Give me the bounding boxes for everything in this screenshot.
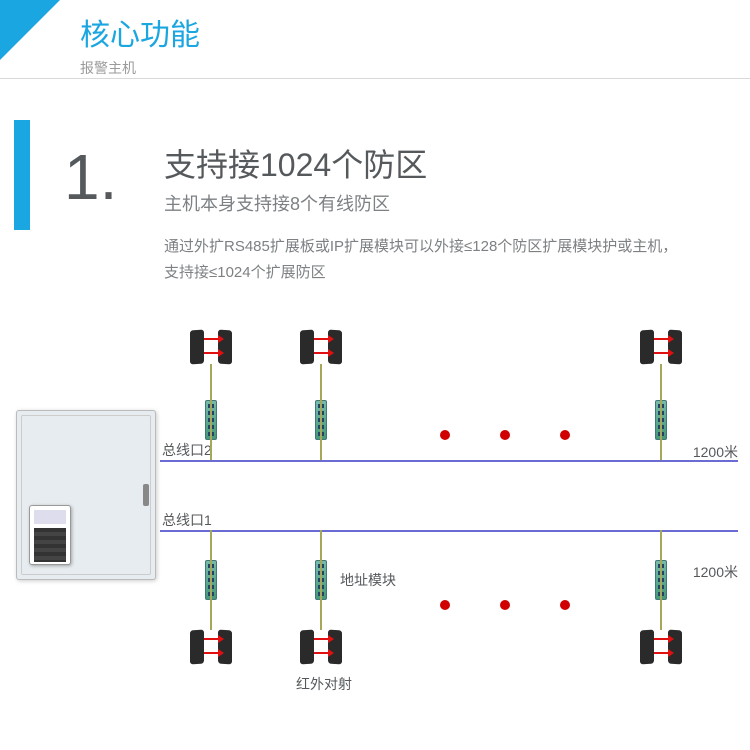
bus-label: 总线口2 <box>162 440 212 460</box>
feature-desc-line: 支持接≤1024个扩展防区 <box>164 260 730 286</box>
ir-sensor <box>190 330 204 365</box>
beam-arrow <box>314 652 332 654</box>
beam-arrow <box>654 352 672 354</box>
ellipsis-dot <box>500 430 510 440</box>
bus-line-1 <box>160 530 738 532</box>
ellipsis-dot <box>560 600 570 610</box>
ellipsis-dot <box>560 430 570 440</box>
ellipsis-dot <box>440 600 450 610</box>
beam-arrow <box>654 338 672 340</box>
ir-sensor <box>640 630 654 665</box>
feature-number: 1. <box>64 140 117 214</box>
ellipsis-dot <box>500 600 510 610</box>
feature-title: 支持接1024个防区 <box>164 140 730 186</box>
alarm-panel <box>16 410 156 580</box>
header-rule <box>0 78 750 79</box>
ir-sensor <box>640 330 654 365</box>
header-triangle <box>0 0 60 60</box>
header: 核心功能 报警主机 <box>0 0 750 80</box>
link-line <box>660 530 662 630</box>
link-line <box>320 530 322 630</box>
beam-arrow <box>654 652 672 654</box>
feature-desc-line: 通过外扩RS485扩展板或IP扩展模块可以外接≤128个防区扩展模块护或主机， <box>164 234 730 260</box>
sidebar-accent <box>14 120 30 230</box>
bus-line-2 <box>160 460 738 462</box>
module-label: 地址模块 <box>340 570 396 590</box>
beam-arrow <box>654 638 672 640</box>
ellipsis-dot <box>440 430 450 440</box>
link-line <box>210 364 212 460</box>
beam-arrow <box>314 352 332 354</box>
page-title: 核心功能 <box>80 10 200 54</box>
topology-diagram: 总线口2总线口11200米1200米地址模块红外对射 <box>0 330 750 750</box>
keypad-icon <box>29 505 71 565</box>
feature-block: 1. 支持接1024个防区 主机本身支持接8个有线防区 通过外扩RS485扩展板… <box>64 140 730 285</box>
beam-arrow <box>314 638 332 640</box>
page-subtitle: 报警主机 <box>80 58 200 78</box>
feature-subtitle: 主机本身支持接8个有线防区 <box>164 190 730 216</box>
beam-arrow <box>204 638 222 640</box>
beam-arrow <box>204 352 222 354</box>
bus-length: 1200米 <box>693 442 738 462</box>
bus-label: 总线口1 <box>162 510 212 530</box>
sensor-label: 红外对射 <box>296 674 352 694</box>
link-line <box>660 364 662 460</box>
ir-sensor <box>190 630 204 665</box>
ir-sensor <box>300 630 314 665</box>
ir-sensor <box>300 330 314 365</box>
feature-desc: 通过外扩RS485扩展板或IP扩展模块可以外接≤128个防区扩展模块护或主机， … <box>164 234 730 285</box>
beam-arrow <box>204 652 222 654</box>
bus-length: 1200米 <box>693 562 738 582</box>
link-line <box>320 364 322 460</box>
beam-arrow <box>314 338 332 340</box>
link-line <box>210 530 212 630</box>
beam-arrow <box>204 338 222 340</box>
